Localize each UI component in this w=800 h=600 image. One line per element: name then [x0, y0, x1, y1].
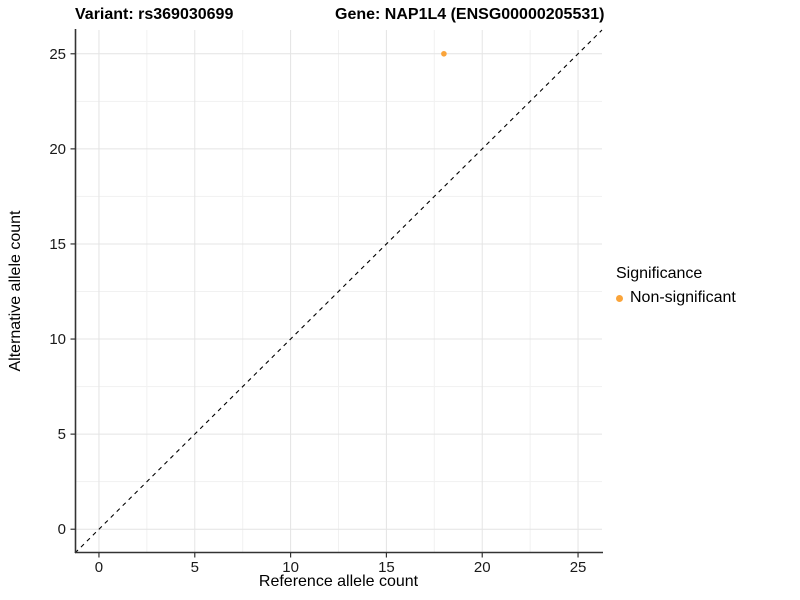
y-tick-label: 0 — [58, 521, 66, 538]
x-tick-label: 0 — [95, 559, 103, 576]
legend-item-non-significant: Non-significant — [616, 289, 736, 307]
x-tick-label: 15 — [378, 559, 395, 576]
plot-title-variant: Variant: rs369030699 — [75, 6, 234, 23]
x-tick-label: 25 — [570, 559, 587, 576]
y-tick-label: 25 — [49, 46, 66, 63]
identity-line — [74, 29, 603, 554]
y-tick-label: 10 — [49, 331, 66, 348]
x-axis-title: Reference allele count — [258, 573, 419, 590]
x-tick-label: 10 — [282, 559, 299, 576]
legend-point-icon — [616, 294, 623, 302]
y-tick-label: 20 — [49, 141, 66, 158]
legend-item-label: Non-significant — [630, 289, 736, 306]
legend-title: Significance — [616, 265, 703, 282]
x-tick-label: 20 — [474, 559, 491, 576]
plot-panel: 0 5 10 15 20 25 0 5 10 15 20 25 — [49, 29, 603, 576]
data-point — [441, 50, 447, 57]
y-tick-label: 15 — [49, 236, 66, 253]
legend: Significance Non-significant — [616, 265, 736, 307]
plot-title-gene: Gene: NAP1L4 (ENSG00000205531) — [335, 6, 605, 23]
y-tick-label: 5 — [58, 426, 66, 443]
y-axis-title: Alternative allele count — [7, 210, 24, 372]
x-tick-label: 5 — [191, 559, 199, 576]
